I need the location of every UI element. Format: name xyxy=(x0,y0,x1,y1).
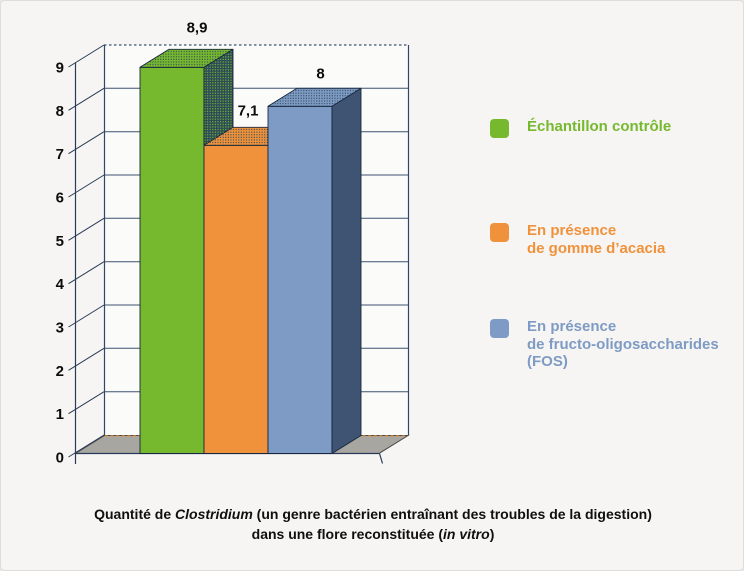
value-label-blue: 8 xyxy=(316,66,324,83)
bar-blue-side xyxy=(331,87,362,454)
legend-line: de gomme d’acacia xyxy=(527,239,666,257)
bar-blue-front xyxy=(267,105,333,454)
caption-text: (un genre bactérien entraînant des troub… xyxy=(252,506,652,522)
caption-italic-clostridium: Clostridium xyxy=(175,506,253,522)
ytick-1: 1 xyxy=(56,406,64,423)
ytick-9: 9 xyxy=(56,60,64,77)
bar-green-front xyxy=(139,66,205,454)
caption-text: ) xyxy=(489,526,495,542)
legend-line: Échantillon contrôle xyxy=(527,118,672,135)
caption-line-1: Quantité de Clostridium (un genre bactér… xyxy=(1,504,743,524)
legend-swatch-green xyxy=(490,119,509,138)
legend-swatch-blue xyxy=(490,319,509,338)
x-axis-right-tick xyxy=(378,453,384,464)
legend-item-gomme-acacia: En présence de gomme d’acacia xyxy=(490,222,665,257)
legend-line: de fructo-oligosaccharides xyxy=(527,335,719,353)
y-axis-ticks xyxy=(68,44,105,458)
legend-swatch-orange xyxy=(490,223,509,242)
chart-caption: Quantité de Clostridium (un genre bactér… xyxy=(1,504,743,544)
caption-text: dans une flore reconstituée ( xyxy=(251,526,444,542)
bar-fos xyxy=(267,87,362,454)
ytick-6: 6 xyxy=(56,190,64,207)
legend-item-fos: En présence de fructo-oligosaccharides (… xyxy=(490,318,719,371)
caption-text: Quantité de xyxy=(94,506,176,522)
ytick-4: 4 xyxy=(56,276,65,293)
caption-line-2: dans une flore reconstituée (in vitro) xyxy=(1,524,743,544)
ytick-5: 5 xyxy=(56,233,64,250)
ytick-2: 2 xyxy=(56,363,64,380)
value-label-green: 8,9 xyxy=(187,20,208,37)
value-label-orange: 7,1 xyxy=(238,103,259,120)
legend-label-gomme-acacia: En présence de gomme d’acacia xyxy=(527,222,665,257)
caption-italic-in-vitro: in vitro xyxy=(443,526,490,542)
ytick-0: 0 xyxy=(56,450,64,467)
ytick-7: 7 xyxy=(56,146,64,163)
y-axis-labels: 0 1 2 3 4 5 6 7 8 9 xyxy=(56,60,65,467)
legend-label-controle: Échantillon contrôle xyxy=(527,118,671,136)
ytick-8: 8 xyxy=(56,103,64,120)
legend-line: En présence xyxy=(527,222,617,239)
legend-line: (FOS) xyxy=(527,353,568,370)
bar-chart-plot: 8,9 7,1 8 0 1 2 3 4 5 6 7 8 9 xyxy=(56,20,410,467)
legend-item-controle: Échantillon contrôle xyxy=(490,118,671,138)
ytick-3: 3 xyxy=(56,320,64,337)
bar-green-top xyxy=(139,48,234,68)
bar-orange-front xyxy=(203,144,269,454)
legend-line: En présence xyxy=(527,318,617,335)
legend-label-fos: En présence de fructo-oligosaccharides (… xyxy=(527,318,719,371)
bar-blue-top xyxy=(267,87,362,107)
